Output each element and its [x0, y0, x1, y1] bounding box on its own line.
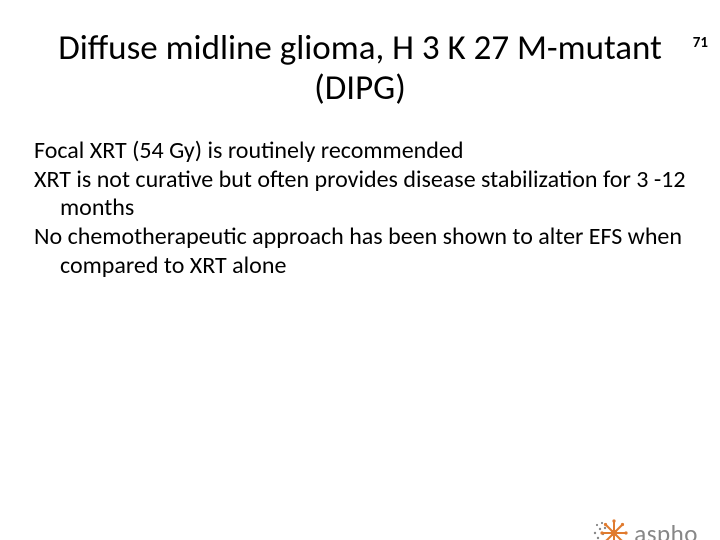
- slide-title: Diffuse midline glioma, H 3 K 27 M-mutan…: [0, 28, 720, 109]
- logo-burst-icon: [592, 516, 628, 540]
- bullet-item: No chemotherapeutic approach has been sh…: [34, 223, 686, 280]
- slide-body: Focal XRT (54 Gy) is routinely recommend…: [0, 137, 720, 281]
- footer-logo: aspho: [592, 516, 698, 540]
- bullet-item: XRT is not curative but often provides d…: [34, 166, 686, 223]
- logo-text: aspho: [634, 518, 698, 540]
- page-number: 71: [693, 34, 708, 52]
- bullet-item: Focal XRT (54 Gy) is routinely recommend…: [34, 137, 686, 165]
